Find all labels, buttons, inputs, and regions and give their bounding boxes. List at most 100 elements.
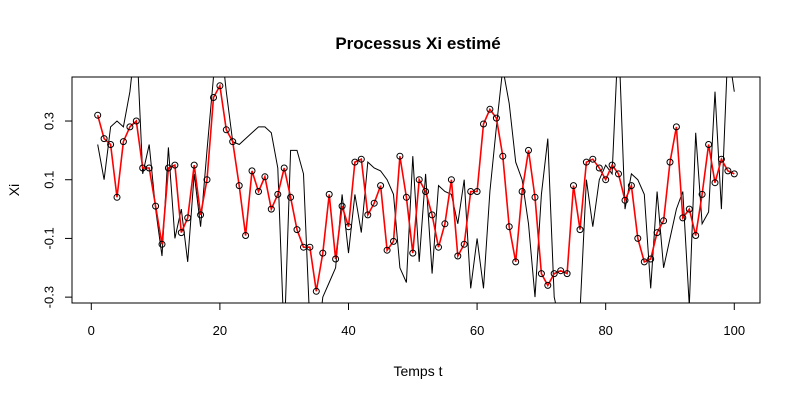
series-red-point: [647, 255, 655, 263]
series-red-point: [113, 193, 121, 201]
series-red-point: [589, 155, 597, 163]
series-red-point: [190, 161, 198, 169]
series-red-point: [319, 249, 327, 257]
plot-border: [71, 76, 761, 304]
series-red-point: [717, 155, 725, 163]
series-red-point: [582, 158, 590, 166]
series-red-point: [242, 232, 250, 239]
x-axis: 0 20 40 60 80 100: [88, 302, 745, 338]
series-red-point: [460, 240, 468, 248]
series-red-point: [441, 220, 449, 228]
series-red-point: [235, 182, 243, 190]
series-red-point: [132, 117, 140, 125]
series-red-point: [267, 205, 275, 213]
series-red-point: [422, 188, 430, 195]
series-red-point: [100, 135, 108, 143]
series-red-point: [364, 211, 372, 219]
series-red-point: [351, 158, 359, 166]
series-red-point: [615, 170, 622, 178]
series-red-point: [390, 237, 397, 245]
series-red-point: [711, 179, 719, 187]
series-red-point: [222, 126, 230, 134]
series-red-point: [158, 240, 166, 248]
series-red-point: [210, 94, 217, 101]
series-red-point: [287, 193, 295, 201]
plot-area: [94, 77, 738, 303]
series-red-point: [152, 202, 160, 210]
x-tick-label: 100: [723, 323, 745, 338]
series-red-point: [248, 167, 256, 175]
y-tick-label: 0.1: [41, 171, 56, 189]
series-red-point: [531, 193, 539, 201]
series-red-point: [679, 214, 687, 222]
series-red-point: [608, 161, 616, 169]
series-red-point: [435, 243, 442, 251]
y-tick-label: -0.3: [41, 286, 56, 308]
series-red-point: [653, 229, 661, 237]
series-red-point: [692, 232, 700, 239]
series-red-point: [557, 267, 565, 275]
series-red-point: [261, 173, 269, 181]
series-red-point: [499, 152, 507, 160]
series-red-point: [312, 287, 320, 295]
series-red-point: [338, 202, 346, 210]
series-red-point: [660, 217, 668, 225]
series-red-point: [473, 188, 481, 195]
y-axis: -0.3 -0.1 0.1 0.3: [41, 112, 73, 308]
series-red-point: [570, 182, 577, 190]
series-red-point: [280, 164, 288, 172]
series-red-point: [454, 252, 462, 260]
series-red-point: [512, 258, 520, 266]
series-red-point: [634, 234, 642, 242]
series-red-point: [357, 155, 365, 163]
series-red-point: [184, 214, 192, 222]
series-red-point: [576, 226, 584, 234]
series-red-point: [229, 138, 237, 146]
series-red-point: [666, 158, 674, 166]
series-red-point: [345, 223, 352, 231]
series-red-point: [544, 281, 552, 289]
series-red-point: [164, 164, 172, 172]
x-tick-label: 0: [88, 323, 95, 338]
series-red-point: [627, 182, 635, 190]
series-red-point: [518, 188, 526, 195]
series-red-point: [402, 193, 410, 201]
x-tick-label: 60: [470, 323, 484, 338]
series-red-point: [595, 164, 603, 172]
series-red-point: [203, 176, 211, 184]
series-red-point: [640, 258, 648, 266]
series-red-point: [216, 82, 224, 90]
series-red-point: [525, 146, 532, 154]
series-red-line: [96, 83, 735, 292]
series-red-point: [396, 152, 404, 160]
series-red-point: [94, 111, 102, 119]
series-black-line: [97, 77, 735, 303]
series-red-point: [492, 114, 500, 122]
x-tick-label: 80: [598, 323, 612, 338]
series-red-point: [621, 196, 629, 204]
y-axis-label: Xi: [6, 184, 22, 196]
series-red-point: [126, 123, 134, 131]
series-red-point: [563, 270, 571, 278]
series-red-point: [602, 176, 610, 184]
series-red-point: [293, 226, 301, 234]
series-red-point: [705, 141, 713, 148]
series-red-point: [383, 246, 391, 254]
series-red-point: [171, 161, 179, 169]
x-tick-label: 40: [341, 323, 355, 338]
series-red-point: [415, 176, 423, 184]
series-red-point: [377, 182, 385, 190]
chart-title: Processus Xi estimé: [335, 34, 500, 53]
series-red-point: [486, 105, 494, 113]
series-red-point: [255, 188, 262, 195]
y-tick-label: -0.1: [41, 227, 56, 249]
series-red-point: [107, 141, 115, 148]
series-red-point: [325, 190, 333, 198]
series-red-point: [550, 270, 558, 278]
series-red-point: [685, 205, 693, 213]
series-red-point: [197, 211, 205, 219]
series-red-point: [332, 255, 340, 263]
series-red-point: [177, 229, 185, 237]
series-red-point: [537, 270, 545, 278]
